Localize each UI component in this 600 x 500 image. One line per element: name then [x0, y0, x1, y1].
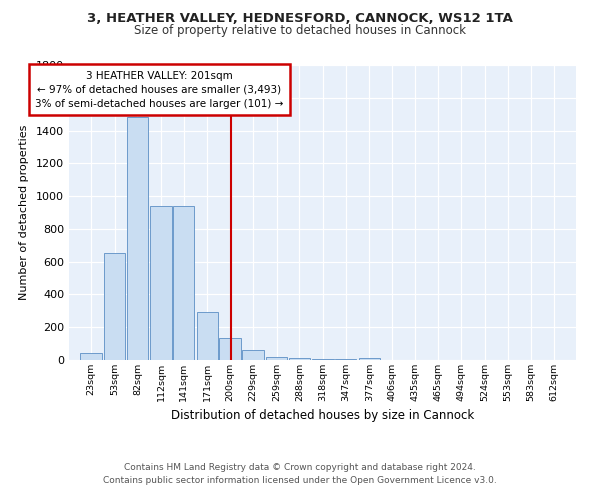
Bar — [359, 358, 380, 360]
Bar — [80, 354, 101, 360]
Bar — [104, 254, 125, 360]
Text: Contains HM Land Registry data © Crown copyright and database right 2024.: Contains HM Land Registry data © Crown c… — [124, 464, 476, 472]
Bar — [127, 118, 148, 360]
Bar — [242, 350, 263, 360]
Text: 3, HEATHER VALLEY, HEDNESFORD, CANNOCK, WS12 1TA: 3, HEATHER VALLEY, HEDNESFORD, CANNOCK, … — [87, 12, 513, 26]
Text: Contains public sector information licensed under the Open Government Licence v3: Contains public sector information licen… — [103, 476, 497, 485]
Bar — [197, 312, 218, 360]
X-axis label: Distribution of detached houses by size in Cannock: Distribution of detached houses by size … — [171, 410, 474, 422]
Text: 3 HEATHER VALLEY: 201sqm
← 97% of detached houses are smaller (3,493)
3% of semi: 3 HEATHER VALLEY: 201sqm ← 97% of detach… — [35, 70, 284, 108]
Text: Size of property relative to detached houses in Cannock: Size of property relative to detached ho… — [134, 24, 466, 37]
Bar — [173, 206, 194, 360]
Bar — [266, 357, 287, 360]
Bar — [312, 358, 334, 360]
Bar — [150, 206, 172, 360]
Bar — [289, 358, 310, 360]
Bar — [220, 338, 241, 360]
Bar — [335, 359, 356, 360]
Y-axis label: Number of detached properties: Number of detached properties — [19, 125, 29, 300]
